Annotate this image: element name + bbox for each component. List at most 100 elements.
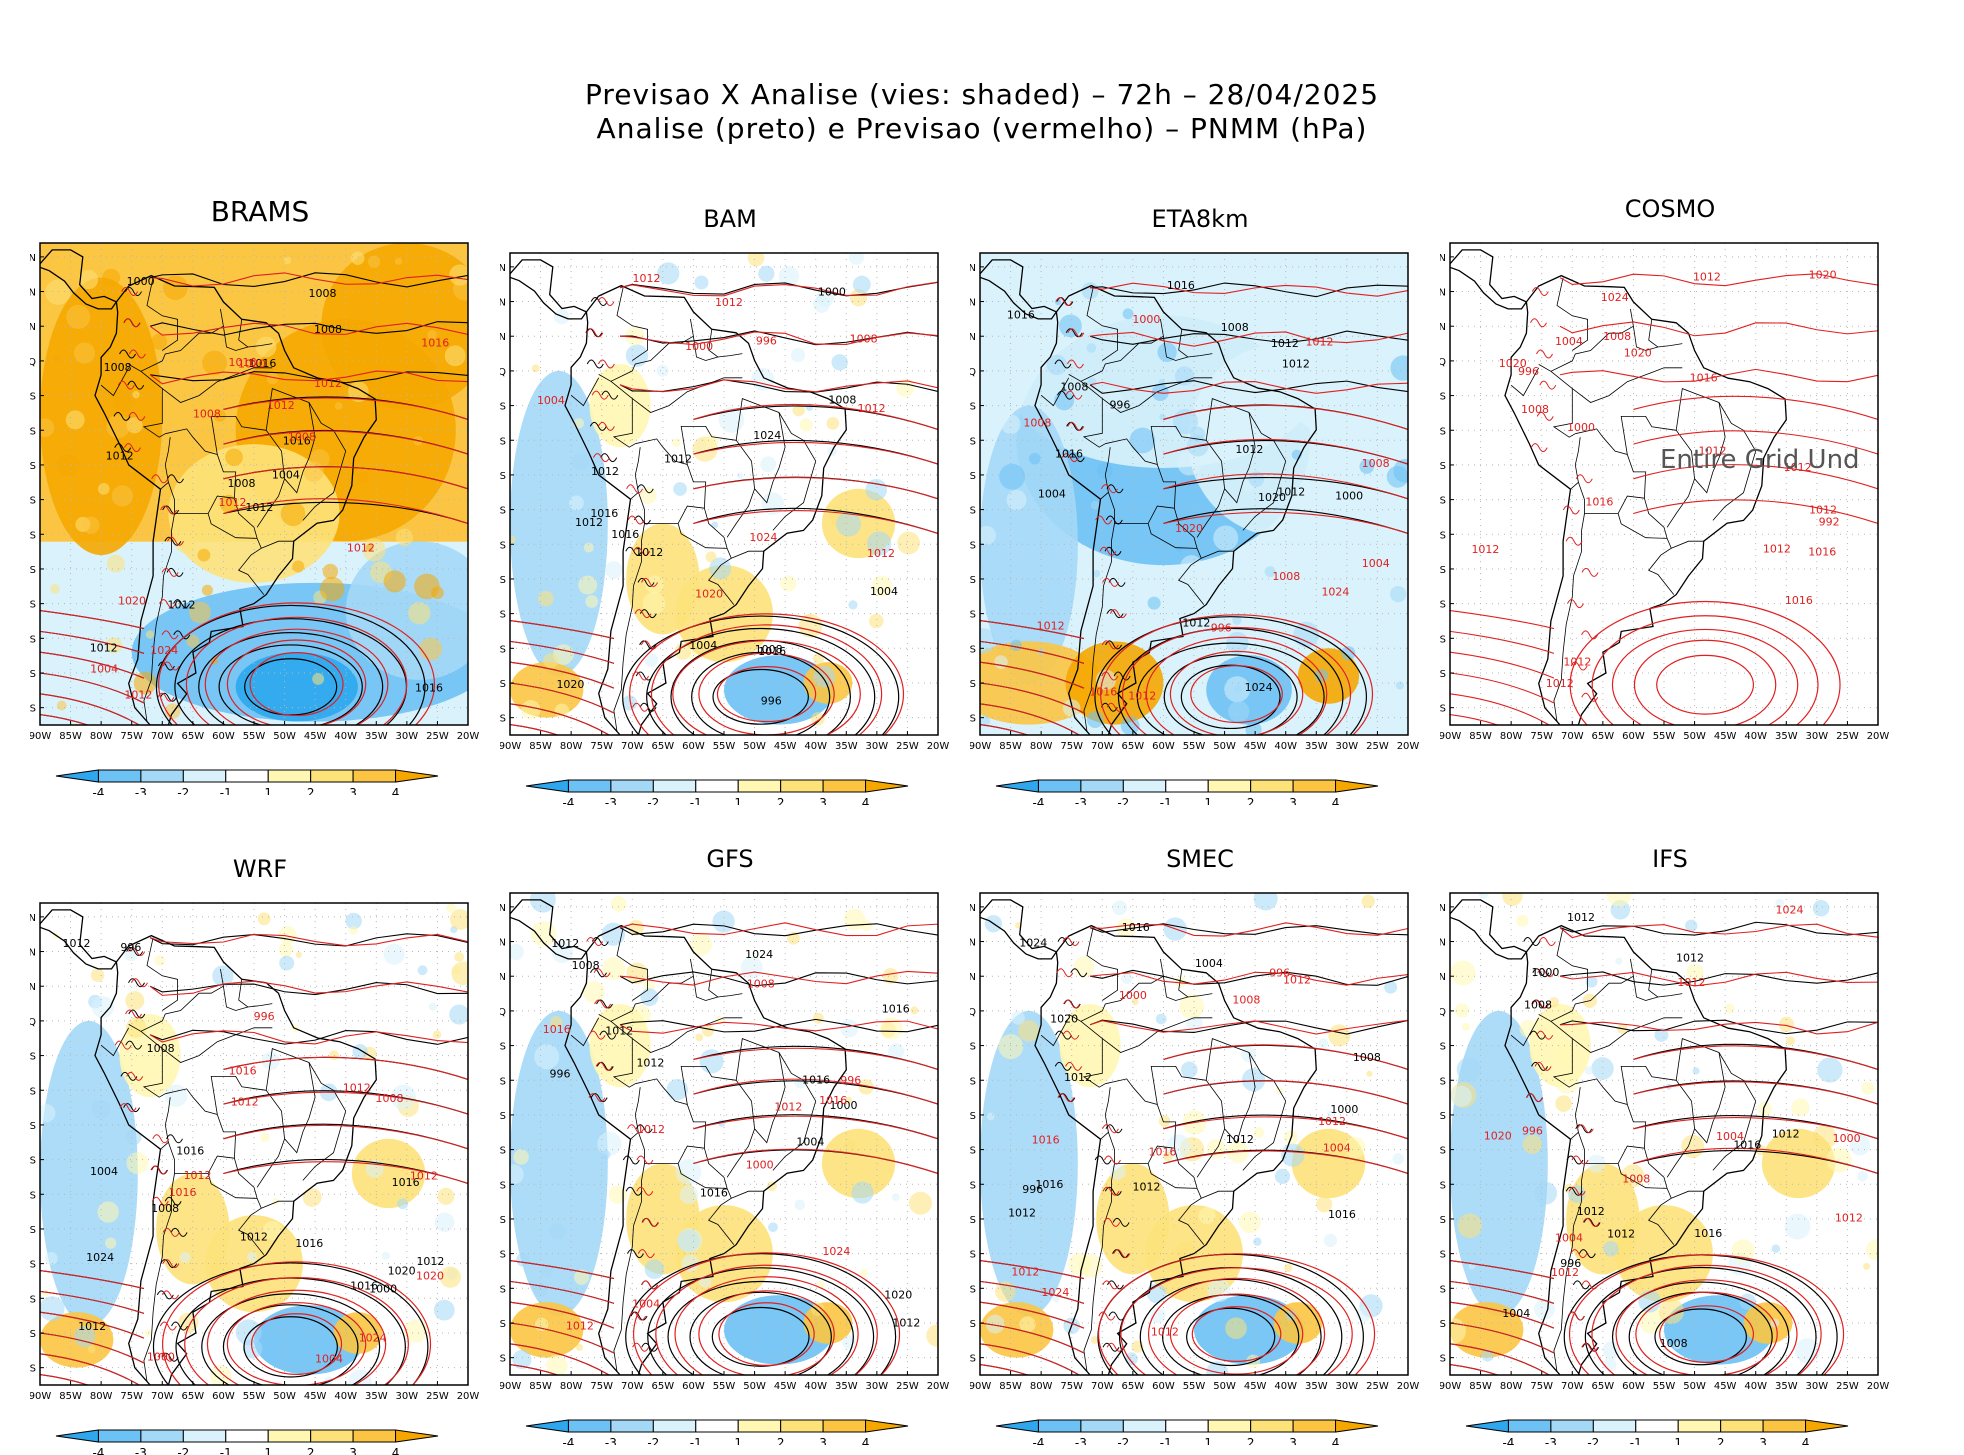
isobar-contour	[1057, 1093, 1075, 1103]
colorbar-segment	[352, 1429, 397, 1443]
isobar-contour	[223, 1161, 468, 1184]
bias-shading	[322, 563, 339, 580]
bias-shading	[197, 548, 211, 562]
bias-shading	[1724, 1003, 1735, 1014]
longitude-label: 25W	[896, 1381, 919, 1392]
longitude-label: 90W	[970, 741, 991, 752]
coastline	[40, 249, 118, 310]
isobar-contour	[716, 666, 817, 723]
longitude-label: 50W	[1683, 1381, 1706, 1392]
isobar-contour	[626, 484, 644, 494]
analysis-contour-label: 1012	[1676, 951, 1704, 964]
isobar-contour	[40, 1374, 90, 1385]
country-border	[1671, 1190, 1704, 1199]
colorbar-segment	[525, 1419, 569, 1433]
bias-shading	[1225, 1317, 1247, 1340]
longitude-label: 60W	[682, 1381, 705, 1392]
isobar-contour	[1584, 1266, 1817, 1375]
bias-shading	[1778, 1016, 1795, 1032]
forecast-contour-label: 1000	[1833, 1132, 1861, 1145]
longitude-label: 70W	[151, 1391, 174, 1402]
isobar-contour	[1575, 1124, 1593, 1134]
bias-shading	[768, 1222, 778, 1233]
forecast-contour-label: 996	[1211, 621, 1232, 634]
bias-shading	[1519, 1019, 1538, 1038]
bias-shading	[813, 665, 836, 688]
bias-shading	[1028, 452, 1041, 465]
isobar-contour	[1163, 654, 1298, 735]
coastline	[1504, 274, 1787, 725]
latitude-label: 35S	[970, 1250, 976, 1261]
latitude-label: 10N	[500, 298, 506, 309]
bias-shading	[851, 1181, 874, 1204]
colorbar-tick-label: 2	[777, 1436, 785, 1445]
analysis-contour-label: 1020	[1050, 1012, 1078, 1025]
bias-shading	[1194, 1295, 1305, 1365]
colorbar-tick-label: 4	[1332, 1436, 1340, 1445]
latitude-label: 15S	[970, 1111, 976, 1122]
latitude-label: 15N	[30, 253, 36, 264]
isobar-contour	[223, 466, 468, 490]
bias-shading	[747, 253, 765, 267]
forecast-contour-label: 1012	[1699, 444, 1727, 457]
country-border	[735, 1038, 804, 1081]
coastline	[564, 284, 847, 735]
bias-shading	[1395, 681, 1405, 690]
country-border	[1147, 1163, 1198, 1189]
country-border	[731, 1190, 764, 1199]
latitude-label: 5N	[970, 332, 976, 343]
forecast-contour-label: 1000	[746, 1159, 774, 1172]
isobar-contour	[590, 297, 608, 307]
analysis-contour-label: 1008	[1221, 321, 1249, 334]
colorbar-tick-label: 1	[1204, 796, 1212, 805]
isobar-contour	[1656, 654, 1755, 715]
longitude-label: 55W	[1653, 1381, 1676, 1392]
isobar-contour	[40, 672, 145, 704]
isobar-contour	[128, 411, 146, 421]
isobar-contour	[167, 474, 184, 484]
forecast-contour-label: 1008	[747, 978, 775, 991]
bias-shading	[91, 1099, 111, 1120]
isobar-contour	[222, 1304, 359, 1385]
bias-shading	[538, 590, 554, 607]
bias-shading	[1554, 1068, 1580, 1094]
map-svg: 1016101210081012101210161020102410161008…	[500, 252, 949, 805]
isobar-contour	[40, 714, 90, 725]
bias-shading	[516, 1252, 531, 1267]
isobar-contour	[198, 632, 384, 725]
bias-shading	[891, 1193, 900, 1201]
isobar-contour	[40, 1290, 145, 1314]
forecast-contour-label: 1012	[633, 272, 661, 285]
country-border	[677, 1163, 728, 1189]
isobar-contour	[223, 397, 468, 420]
bias-shading	[705, 434, 719, 448]
country-border	[1570, 437, 1581, 490]
analysis-contour-label: 1008	[147, 1042, 175, 1055]
bias-shading	[625, 344, 649, 367]
panel-title: WRF	[232, 855, 288, 883]
country-border	[1510, 367, 1540, 397]
forecast-contour-label: 992	[1819, 516, 1840, 529]
latitude-label: 5N	[1440, 972, 1446, 983]
colorbar-tick-label: -3	[135, 1446, 147, 1455]
isobar-contour	[1654, 1308, 1747, 1366]
isobar-contour	[510, 1364, 560, 1375]
isobar-contour	[1583, 1217, 1601, 1227]
forecast-contour-label: 1004	[537, 394, 565, 407]
bias-shading	[1316, 1196, 1333, 1213]
longitude-label: 85W	[529, 741, 552, 752]
country-border	[1108, 1132, 1175, 1164]
forecast-contour-label: 1016	[1032, 1133, 1060, 1146]
latitude-label: 50S	[30, 1364, 36, 1375]
isobar-contour	[620, 970, 938, 986]
isobar-contour	[980, 620, 1085, 640]
latitude-label: 5S	[500, 1042, 506, 1053]
latitude-label: 35S	[1440, 600, 1446, 611]
isobar-contour	[1061, 453, 1079, 463]
bias-shading	[1468, 1262, 1476, 1270]
bias-shading	[1245, 721, 1262, 735]
bias-shading	[1177, 451, 1202, 476]
latitude-label: EQ	[970, 367, 976, 378]
bias-shading	[348, 1369, 372, 1385]
longitude-label: 75W	[1060, 1381, 1083, 1392]
